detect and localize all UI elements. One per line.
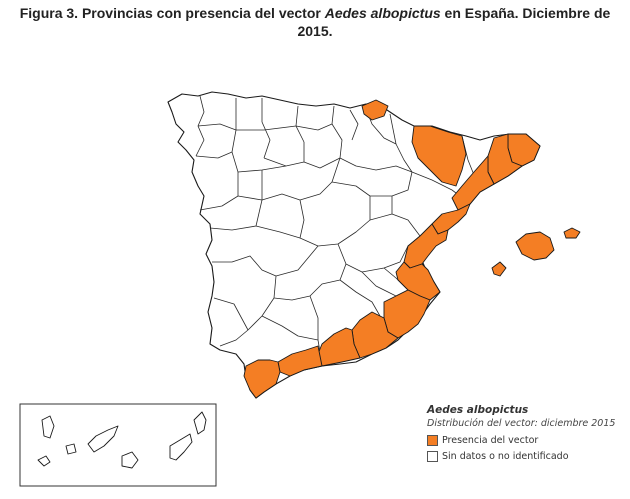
island-ibiza — [491, 261, 507, 277]
island-la-palma — [41, 415, 55, 439]
island-la-gomera — [65, 443, 77, 455]
province-huesca — [411, 125, 467, 187]
legend-item-no-data: Sin datos o no identificado — [427, 450, 627, 463]
island-gran-canaria — [121, 451, 139, 469]
island-menorca — [563, 227, 581, 239]
legend-swatch-presence — [427, 435, 438, 446]
title-species: Aedes albopictus — [324, 5, 441, 21]
presence-provinces — [243, 99, 541, 399]
canary-inset — [19, 403, 217, 487]
legend-subtitle: Distribución del vector: diciembre 2015 — [427, 418, 616, 429]
title-prefix: Figura 3. Provincias con presencia del v… — [19, 5, 325, 21]
island-tenerife — [87, 425, 119, 453]
map-legend: Aedes albopictus Distribución del vector… — [427, 404, 627, 463]
province-malaga — [277, 345, 323, 377]
island-fuerteventura — [169, 433, 193, 461]
island-lanzarote — [193, 411, 207, 435]
title-line2: 2015. — [297, 23, 333, 39]
legend-item-presence: Presencia del vector — [427, 434, 627, 447]
island-el-hierro — [37, 455, 51, 467]
province-cadiz — [243, 359, 281, 399]
province-gipuzkoa — [361, 99, 389, 121]
legend-label-presence: Presencia del vector — [442, 435, 539, 446]
balearic-islands — [491, 227, 581, 277]
title-suffix: en España. Diciembre de — [440, 5, 611, 21]
legend-label-no-data: Sin datos o no identificado — [442, 451, 569, 462]
province-girona — [507, 133, 541, 167]
figure-title: Figura 3. Provincias con presencia del v… — [0, 4, 630, 40]
island-mallorca — [515, 231, 555, 261]
legend-swatch-no-data — [427, 451, 438, 462]
legend-title: Aedes albopictus — [427, 404, 529, 416]
province-alicante — [395, 261, 441, 301]
province-valencia — [403, 223, 449, 269]
